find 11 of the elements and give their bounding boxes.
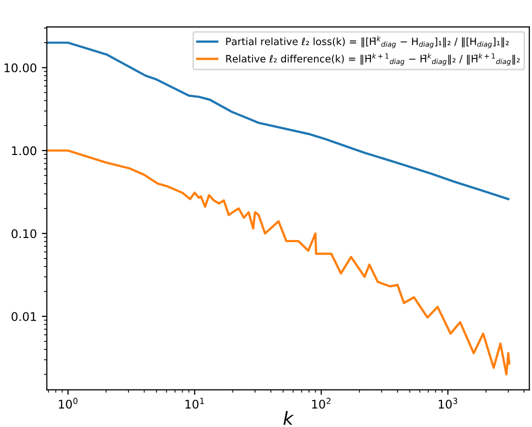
x-tick-label: 10$^{0}$ — [58, 398, 78, 409]
x-tick-label: 10$^{2}$ — [312, 398, 330, 409]
y-tick-label: 0.10 — [12, 229, 36, 238]
x-tick-label: 10$^{1}$ — [186, 398, 204, 409]
x-axis-title: k — [283, 411, 294, 425]
y-tick-label: 10.00 — [4, 63, 36, 72]
y-tick-label: 0.01 — [12, 312, 36, 322]
legend-label: Partial relative ℓ₂ loss(k) = ‖[H̃$^{k}$$_{diag}$ − H$_{diag}$]₁‖₂ / ‖[H$_{diag}$]₁‖₂ — [226, 36, 509, 48]
y-tick-label: 1.00 — [12, 146, 36, 156]
x-tick-label: 10$^{3}$ — [438, 398, 458, 409]
text: Relative ℓ₂ difference(k) = ‖H̃$^{k+1}$$_{diag}$ − H̃$^{k}$$_{diag}$‖₂ / ‖H̃$^{k+1}$$_{diag}$‖₂ — [226, 53, 520, 66]
